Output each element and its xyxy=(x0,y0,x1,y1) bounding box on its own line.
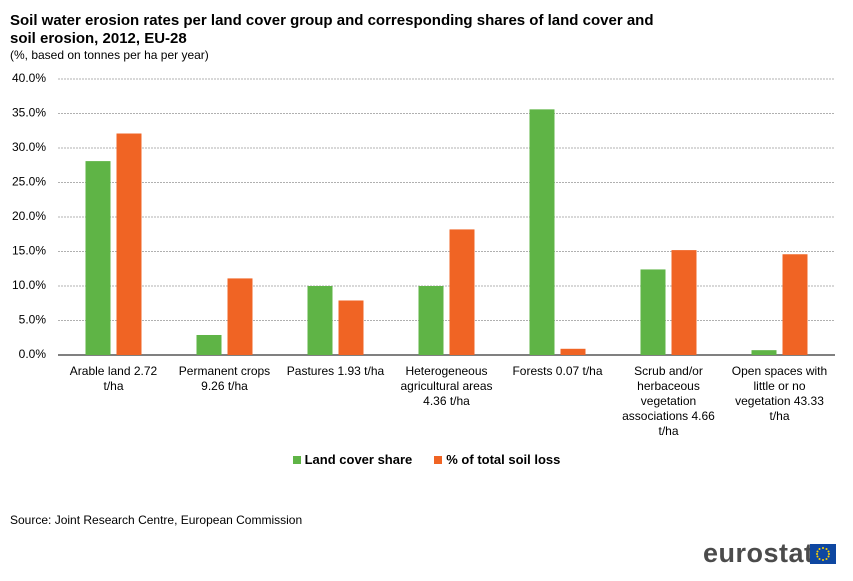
y-tick-label: 0.0% xyxy=(19,347,47,361)
x-tick-label: Arable land 2.72 t/ha xyxy=(69,364,158,393)
flag-stars xyxy=(816,547,830,561)
bar xyxy=(196,334,222,355)
legend-label: Land cover share xyxy=(304,452,413,467)
y-tick-label: 30.0% xyxy=(12,140,46,154)
bar xyxy=(227,278,253,355)
flag-bg xyxy=(810,544,836,564)
legend: Land cover share % of total soil loss xyxy=(0,452,853,467)
bar xyxy=(751,350,777,355)
legend-swatch xyxy=(292,455,301,464)
logo-text: eurostat xyxy=(703,538,814,568)
x-tick-label: Forests 0.07 t/ha xyxy=(512,364,603,378)
chart-title: Soil water erosion rates per land cover … xyxy=(10,12,654,47)
eu-flag xyxy=(810,544,836,564)
bar xyxy=(449,229,475,355)
legend-item: % of total soil loss xyxy=(434,452,560,467)
x-tick-label: Open spaces with little or no vegetation… xyxy=(731,364,828,423)
bar xyxy=(307,286,333,355)
y-tick-label: 40.0% xyxy=(12,71,46,85)
bar xyxy=(338,300,364,355)
bar xyxy=(671,250,697,355)
bar xyxy=(418,286,444,355)
legend-label: % of total soil loss xyxy=(446,452,561,467)
bar xyxy=(85,161,111,355)
x-tick-label: Heterogeneous agricultural areas 4.36 t/… xyxy=(400,364,493,408)
y-tick-label: 10.0% xyxy=(12,278,46,292)
y-tick-label: 5.0% xyxy=(19,313,47,327)
y-tick-label: 20.0% xyxy=(12,209,46,223)
y-tick-label: 15.0% xyxy=(12,244,46,258)
bar xyxy=(529,109,555,355)
x-tick-label: Permanent crops 9.26 t/ha xyxy=(178,364,271,393)
y-tick-label: 35.0% xyxy=(12,106,46,120)
bar xyxy=(560,348,586,355)
bar xyxy=(640,269,666,355)
legend-swatch xyxy=(434,455,443,464)
bar xyxy=(116,133,142,355)
legend-item: Land cover share xyxy=(292,452,413,467)
x-tick-label: Scrub and/or herbaceous vegetation assoc… xyxy=(622,364,715,438)
chart-subtitle: (%, based on tonnes per ha per year) xyxy=(10,48,209,62)
x-tick-label: Pastures 1.93 t/ha xyxy=(286,364,385,378)
source: Source: Joint Research Centre, European … xyxy=(10,513,303,527)
bar xyxy=(782,254,808,355)
y-tick-label: 25.0% xyxy=(12,175,46,189)
